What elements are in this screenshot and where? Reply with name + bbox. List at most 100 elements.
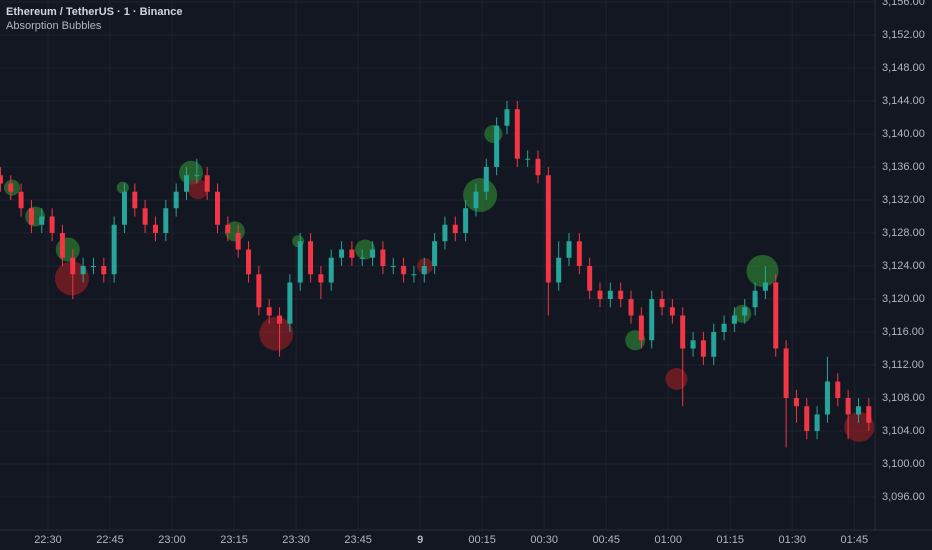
- absorption-bubble: [463, 178, 498, 213]
- candle-body: [152, 224, 158, 233]
- candle-body: [121, 191, 127, 225]
- y-tick-label: 3,140.00: [882, 128, 925, 140]
- candle-body: [690, 340, 696, 349]
- candle-body: [700, 340, 706, 357]
- candle-body: [101, 265, 107, 275]
- y-tick-label: 3,096.00: [882, 491, 925, 503]
- y-tick-label: 3,112.00: [882, 359, 924, 371]
- candle-body: [246, 249, 252, 275]
- candle-body: [39, 216, 45, 225]
- candle-body: [773, 282, 779, 349]
- candle-body: [163, 208, 169, 233]
- absorption-bubble: [484, 124, 503, 143]
- candle-body: [473, 191, 479, 209]
- candle-body: [742, 307, 748, 316]
- candle-body: [390, 265, 396, 267]
- candle-body: [659, 298, 665, 308]
- candle-body: [638, 315, 644, 341]
- candle-body: [835, 381, 841, 398]
- y-tick-label: 3,136.00: [882, 161, 925, 173]
- candle-body: [256, 274, 262, 308]
- absorption-bubble: [54, 261, 89, 296]
- candle-body: [28, 208, 34, 225]
- y-tick-label: 3,104.00: [882, 425, 925, 437]
- y-tick-label: 3,116.00: [882, 326, 924, 338]
- y-tick-label: 3,132.00: [882, 194, 925, 206]
- absorption-bubble: [665, 368, 688, 391]
- candle-body: [752, 290, 758, 308]
- x-tick-label: 01:45: [841, 534, 869, 546]
- candle-body: [855, 406, 861, 415]
- absorption-bubble: [259, 316, 294, 351]
- candle-body: [183, 175, 189, 192]
- candle-body: [370, 249, 376, 258]
- candle-body: [793, 397, 799, 407]
- candle-body: [556, 257, 562, 283]
- candle-body: [359, 257, 365, 259]
- candle-body: [277, 315, 283, 324]
- candle-body: [504, 109, 510, 126]
- indicator-name: Absorption Bubbles: [6, 20, 102, 32]
- candle-body: [328, 257, 334, 283]
- candle-body: [70, 257, 76, 275]
- absorption-bubble: [746, 254, 779, 287]
- candle-body: [308, 241, 314, 275]
- x-tick-label: 01:00: [654, 534, 682, 546]
- candle-body: [514, 109, 520, 159]
- candle-body: [669, 307, 675, 316]
- x-tick-label: 01:30: [779, 534, 807, 546]
- candle-body: [762, 282, 768, 291]
- chart-title: Ethereum / TetherUS · 1 · Binance: [6, 6, 182, 18]
- candle-body: [132, 191, 138, 209]
- candle-body: [494, 125, 500, 167]
- x-tick-label: 22:30: [34, 534, 62, 546]
- candle-body: [463, 208, 469, 233]
- candle-body: [649, 298, 655, 341]
- candle-body: [731, 315, 737, 324]
- candle-body: [618, 290, 624, 299]
- x-tick-label: 22:45: [96, 534, 124, 546]
- candle-body: [483, 166, 489, 192]
- y-tick-label: 3,128.00: [882, 227, 925, 239]
- candle-body: [804, 406, 810, 431]
- candle-body: [442, 224, 448, 242]
- candle-body: [235, 232, 241, 250]
- x-tick-label: 23:00: [158, 534, 186, 546]
- candle-body: [59, 232, 65, 258]
- candle-body: [18, 191, 24, 209]
- x-tick-label: 00:15: [468, 534, 496, 546]
- candle-body: [287, 282, 293, 324]
- y-tick-label: 3,152.00: [882, 29, 925, 41]
- candle-body: [597, 290, 603, 299]
- candle-body: [525, 158, 531, 160]
- candle-body: [173, 191, 179, 209]
- x-tick-label: 00:45: [592, 534, 620, 546]
- candle-body: [49, 216, 55, 233]
- x-tick-label: 23:30: [282, 534, 310, 546]
- y-tick-label: 3,148.00: [882, 62, 925, 74]
- y-tick-label: 3,144.00: [882, 95, 925, 107]
- candle-body: [215, 191, 221, 225]
- candle-body: [80, 265, 86, 275]
- candle-body: [225, 224, 231, 233]
- candle-body: [411, 274, 417, 276]
- candle-body: [587, 265, 593, 291]
- y-tick-label: 3,120.00: [882, 293, 925, 305]
- candle-body: [421, 265, 427, 275]
- candle-body: [566, 241, 572, 258]
- candle-body: [380, 249, 386, 266]
- candle-body: [90, 265, 96, 267]
- y-tick-label: 3,100.00: [882, 458, 925, 470]
- candle-body: [339, 249, 345, 258]
- candle-body: [628, 298, 634, 316]
- x-tick-label: 23:45: [344, 534, 372, 546]
- candle-body: [0, 175, 3, 184]
- x-tick-label: 01:15: [717, 534, 745, 546]
- y-tick-label: 3,108.00: [882, 392, 925, 404]
- candle-body: [535, 158, 541, 176]
- candle-body: [607, 290, 613, 299]
- candle-body: [266, 307, 272, 316]
- candle-body: [204, 175, 210, 192]
- candle-body: [824, 381, 830, 415]
